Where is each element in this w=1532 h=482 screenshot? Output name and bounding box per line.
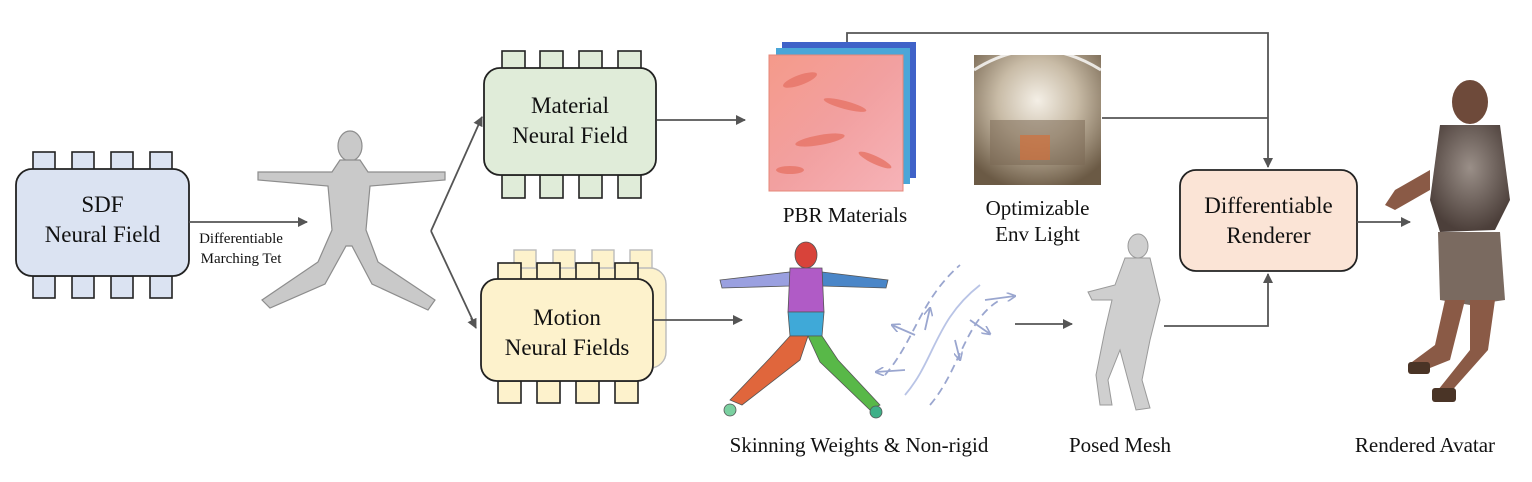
arrow-mesh-to-motion <box>430 230 476 326</box>
sdf-block-title: SDF <box>81 192 124 217</box>
arrow-pbr-to-renderer <box>846 32 1273 168</box>
material-block-subtitle: Neural Field <box>512 123 628 148</box>
env-light-line2: Env Light <box>995 222 1080 246</box>
env-light-caption: Optimizable Env Light <box>960 195 1115 247</box>
renderer-block-label: Differentiable Renderer <box>1180 191 1357 251</box>
material-block-body <box>483 67 657 176</box>
rendered-avatar-caption: Rendered Avatar <box>1354 433 1496 457</box>
pbr-caption: PBR Materials <box>782 203 908 227</box>
posed-mesh-icon <box>1087 233 1161 411</box>
motion-block-subtitle: Neural Fields <box>504 335 630 360</box>
material-neural-field-block <box>483 50 657 199</box>
tpose-mesh-icon <box>257 130 446 311</box>
marching-tet-line2: Marching Tet <box>200 251 282 267</box>
rendered-avatar-icon <box>1385 80 1510 402</box>
arrow-posed-to-renderer <box>1164 273 1273 327</box>
sdf-block-label: SDF Neural Field <box>16 190 189 250</box>
material-block-title: Material <box>531 93 609 118</box>
motion-block-body <box>480 278 654 382</box>
env-light-line1: Optimizable <box>985 196 1090 220</box>
sdf-block-subtitle: Neural Field <box>44 222 161 247</box>
motion-block-title: Motion <box>533 305 601 330</box>
arrow-mesh-to-material <box>430 116 483 232</box>
motion-block-label: Motion Neural Fields <box>481 303 653 363</box>
renderer-block-subtitle: Renderer <box>1226 223 1311 248</box>
environment-map-icon <box>973 48 1102 185</box>
skinned-body-icon <box>719 241 889 419</box>
motion-neural-fields-block <box>480 249 667 404</box>
differentiable-renderer-block <box>1179 169 1358 272</box>
marching-tet-label: Differentiable Marching Tet <box>186 229 296 269</box>
marching-tet-line1: Differentiable <box>199 231 283 247</box>
flow-arrows <box>189 32 1411 329</box>
skinning-caption: Skinning Weights & Non-rigid <box>729 433 989 457</box>
deformation-arrows-icon <box>876 264 1015 406</box>
sdf-neural-field-block <box>15 151 190 299</box>
renderer-block-title: Differentiable <box>1204 193 1333 218</box>
pbr-texture-stack-icon <box>768 42 916 192</box>
posed-mesh-caption: Posed Mesh <box>1068 433 1172 457</box>
material-block-label: Material Neural Field <box>484 91 656 151</box>
